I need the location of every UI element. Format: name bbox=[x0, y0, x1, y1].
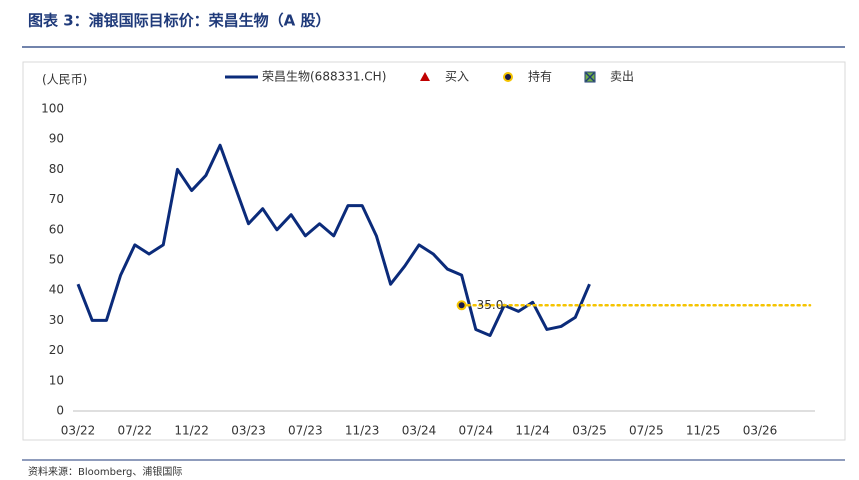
x-tick-label: 03/26 bbox=[743, 424, 778, 438]
x-tick-label: 11/24 bbox=[515, 424, 550, 438]
x-tick-label: 11/25 bbox=[686, 424, 721, 438]
y-tick-label: 90 bbox=[49, 132, 64, 146]
x-tick-label: 03/23 bbox=[231, 424, 266, 438]
y-tick-label: 60 bbox=[49, 222, 64, 236]
rating-marker bbox=[456, 300, 467, 311]
y-tick-label: 100 bbox=[41, 102, 64, 116]
y-tick-label: 10 bbox=[49, 373, 64, 387]
legend-symbol bbox=[503, 72, 513, 82]
x-tick-label: 07/23 bbox=[288, 424, 323, 438]
title: 图表 3：浦银国际目标价：荣昌生物（A 股） bbox=[28, 12, 331, 30]
x-tick-label: 03/22 bbox=[61, 424, 96, 438]
data-label: 35.0 bbox=[477, 298, 504, 312]
y-tick-label: 50 bbox=[49, 253, 64, 267]
y-tick-label: 0 bbox=[56, 404, 64, 418]
price-line bbox=[76, 143, 591, 337]
x-tick-label: 11/22 bbox=[174, 424, 209, 438]
x-tick-label: 07/24 bbox=[459, 424, 494, 438]
legend-label: 买入 bbox=[445, 70, 469, 84]
y-tick-label: 40 bbox=[49, 283, 64, 297]
legend-label: 荣昌生物(688331.CH) bbox=[262, 70, 386, 84]
chart-frame bbox=[22, 61, 846, 441]
y-tick-label: 20 bbox=[49, 343, 64, 357]
legend-label: 卖出 bbox=[610, 70, 634, 84]
x-tick-label: 07/22 bbox=[118, 424, 153, 438]
legend-symbol-cross bbox=[585, 72, 595, 82]
y-tick-label: 70 bbox=[49, 192, 64, 206]
x-tick-label: 03/24 bbox=[402, 424, 437, 438]
y-axis-label: (人民币) bbox=[42, 73, 87, 87]
x-tick-label: 07/25 bbox=[629, 424, 664, 438]
source: 资料来源：Bloomberg、浦银国际 bbox=[28, 465, 182, 478]
x-tick-label: 03/25 bbox=[572, 424, 607, 438]
y-tick-label: 80 bbox=[49, 162, 64, 176]
legend-symbol bbox=[420, 72, 430, 81]
legend-label: 持有 bbox=[528, 69, 552, 84]
x-tick-label: 11/23 bbox=[345, 424, 380, 438]
y-tick-label: 30 bbox=[49, 313, 64, 327]
